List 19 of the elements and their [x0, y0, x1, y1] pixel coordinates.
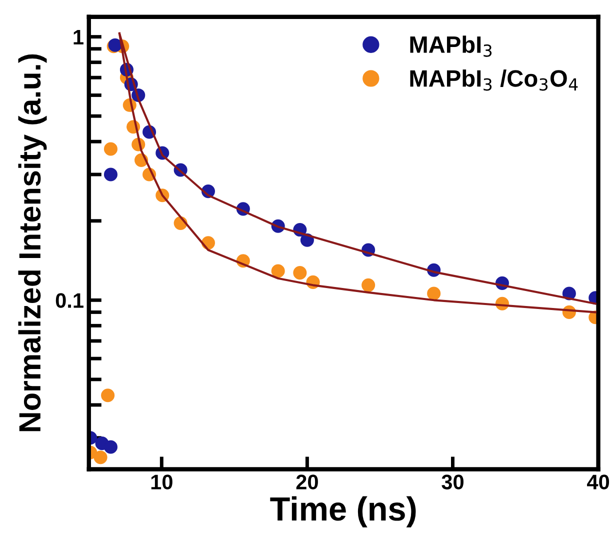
point — [101, 388, 115, 402]
point — [104, 440, 118, 454]
x-axis-title: Time (ns) — [270, 496, 416, 528]
y-axis-title: Normalized Intensity (a.u.) — [18, 54, 47, 432]
x-tick-label: 40 — [587, 474, 610, 490]
y-tick-label: 1 — [74, 30, 84, 44]
legend-label: MAPbI$_{3}$ — [410, 36, 492, 57]
x-tick-label: 20 — [296, 474, 318, 490]
point — [104, 142, 118, 156]
point — [94, 450, 108, 464]
point — [362, 278, 376, 292]
point — [293, 266, 307, 280]
legend-label: MAPbI$_{3}$ /Co$_{3}$O$_{4}$ — [410, 69, 578, 91]
x-tick-label: 30 — [442, 474, 464, 490]
x-tick-label: 10 — [151, 474, 172, 490]
y-tick-label: 0.1 — [56, 293, 84, 308]
point — [271, 264, 285, 278]
point — [427, 286, 441, 300]
point — [104, 168, 118, 182]
